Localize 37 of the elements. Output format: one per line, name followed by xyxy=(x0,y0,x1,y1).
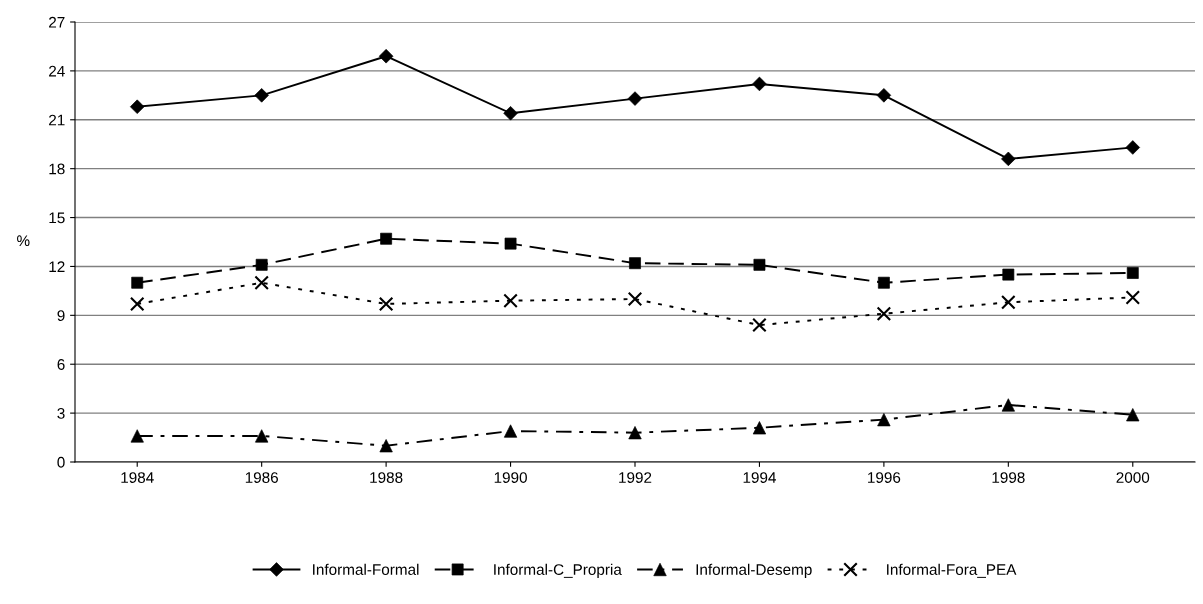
point xyxy=(752,76,767,92)
x-tick-label: 1998 xyxy=(992,472,1025,483)
legend-label: Informal-Desemp xyxy=(696,563,812,578)
point xyxy=(503,106,518,121)
point xyxy=(627,91,643,106)
point xyxy=(254,275,269,291)
point xyxy=(627,291,643,307)
x-tick-label: 1988 xyxy=(370,472,403,483)
legend-label: Informal-Formal xyxy=(313,563,419,575)
x-tick-label: 1994 xyxy=(743,472,776,483)
y-tick-label: 27 xyxy=(49,16,65,28)
x-tick-label: 2000 xyxy=(1116,472,1150,483)
point xyxy=(752,317,767,333)
y-tick-label: 9 xyxy=(57,310,65,322)
y-axis-title: % xyxy=(17,235,30,247)
y-tick-label: 6 xyxy=(57,359,65,370)
x-tick-label: 1986 xyxy=(245,472,278,483)
y-tick-label: 24 xyxy=(49,65,65,77)
y-tick-label: 21 xyxy=(49,114,65,126)
y-tick-label: 18 xyxy=(49,163,65,175)
x-tick-label: 1984 xyxy=(121,472,154,483)
x-tick-label: 1990 xyxy=(494,472,527,483)
y-tick-label: 0 xyxy=(57,456,65,468)
y-tick-label: 15 xyxy=(49,212,65,224)
legend-label: Informal-Fora_PEA xyxy=(887,563,1017,578)
x-tick-label: 1996 xyxy=(868,472,901,483)
point xyxy=(503,293,518,308)
point xyxy=(1125,290,1141,305)
x-tick-label: 1992 xyxy=(619,472,652,483)
point xyxy=(129,296,145,312)
legend-label: Informal-C_Propria xyxy=(494,563,622,578)
y-tick-label: 3 xyxy=(57,407,65,419)
point xyxy=(1126,267,1139,279)
point xyxy=(378,296,394,312)
y-tick-label: 12 xyxy=(49,261,65,272)
point xyxy=(876,306,892,321)
point xyxy=(1001,295,1016,310)
